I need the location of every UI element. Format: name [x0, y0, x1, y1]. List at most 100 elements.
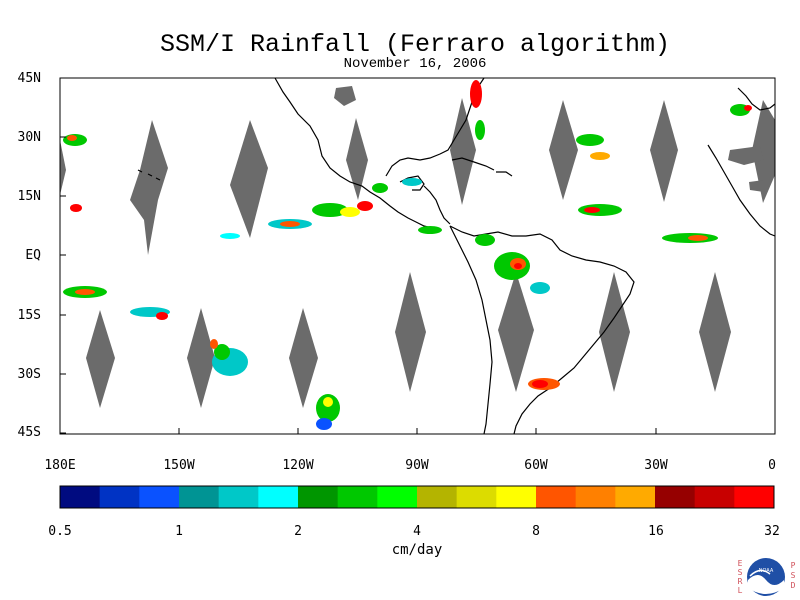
rain-cell [744, 105, 752, 111]
rain-cell [418, 226, 442, 234]
colorbar-cell [258, 486, 299, 508]
colorbar-tick: 32 [764, 524, 780, 539]
colorbar-cell [298, 486, 339, 508]
noaa-logo: E S R L P S D NOAA [738, 558, 796, 596]
colorbar-tick: 1 [175, 524, 183, 539]
lat-label: 45N [18, 71, 41, 86]
noaa-bird [749, 569, 771, 577]
no-data-swath [289, 308, 318, 408]
colorbar-cell [60, 486, 101, 508]
colorbar-cell [417, 486, 458, 508]
hawaii [137, 169, 161, 181]
longitude-axis: 180E 150W 120W 90W 60W 30W 0 [44, 428, 776, 473]
no-data-swath [187, 308, 215, 408]
rainfall-map: 45N 30N 15N EQ 15S 30S 45S 180E 150W 120… [18, 71, 780, 558]
lon-label: 30W [644, 458, 668, 473]
lon-label: 150W [163, 458, 194, 473]
rain-cell [372, 183, 388, 193]
rain-cell [220, 233, 240, 239]
rain-cell [316, 418, 332, 430]
colorbar-tick: 2 [294, 524, 302, 539]
no-data-swath [346, 118, 368, 200]
hispaniola [496, 171, 513, 177]
lat-label: EQ [25, 248, 41, 263]
rain-cell [316, 394, 340, 422]
no-data-swath [752, 100, 775, 203]
rain-cell [402, 178, 422, 186]
colorbar-frame [59, 485, 775, 509]
colorbar-cell [734, 486, 775, 508]
rain-cell [688, 235, 708, 241]
colorbar-tick: 0.5 [48, 524, 71, 539]
colorbar-cell [139, 486, 180, 508]
europe-coast [737, 87, 776, 111]
no-data-swath [699, 272, 731, 392]
no-data-swath [230, 120, 268, 238]
colorbar: 0.5 1 2 4 8 16 32 cm/day [48, 485, 780, 558]
logo-letter: E [738, 559, 743, 568]
rain-cell [156, 312, 168, 320]
no-data-swath [86, 310, 115, 408]
colorbar-cell [496, 486, 537, 508]
lat-label: 15N [18, 189, 41, 204]
colorbar-cell [536, 486, 577, 508]
chart-title: SSM/I Rainfall (Ferraro algorithm) [159, 30, 671, 59]
central-america [423, 185, 451, 225]
colorbar-cell [655, 486, 696, 508]
lon-label: 180E [44, 458, 75, 473]
logo-letter: R [738, 577, 743, 586]
logo-letter: D [791, 581, 796, 590]
rain-cell [514, 263, 522, 269]
cuba [451, 157, 495, 171]
rain-cell [214, 344, 230, 360]
lat-label: 45S [18, 425, 41, 440]
rain-cell [357, 201, 373, 211]
colorbar-cell [337, 486, 378, 508]
rain-cell [67, 135, 77, 141]
rain-cell [475, 120, 485, 140]
noaa-text: NOAA [759, 568, 774, 574]
lat-label: 30S [18, 367, 41, 382]
lat-label: 30N [18, 130, 41, 145]
no-data-swath [728, 146, 764, 165]
noaa-wave [748, 575, 784, 594]
rain-cell [70, 204, 82, 212]
no-data-swath [650, 100, 678, 202]
colorbar-tick: 8 [532, 524, 540, 539]
colorbar-cell [615, 486, 656, 508]
no-data-swath [599, 272, 630, 392]
colorbar-tick: 16 [648, 524, 664, 539]
no-data-swath [130, 120, 168, 255]
logo-letter: S [791, 571, 796, 580]
logo-letter: L [738, 586, 743, 595]
rain-cell [532, 380, 548, 388]
lon-label: 90W [405, 458, 429, 473]
lon-label: 120W [282, 458, 313, 473]
rain-cell [312, 203, 348, 217]
lat-label: 15S [18, 308, 41, 323]
no-data-swath [60, 140, 66, 195]
rain-cell [280, 221, 300, 227]
rain-cell [590, 152, 610, 160]
rain-cell [584, 207, 600, 213]
colorbar-cell [575, 486, 616, 508]
rain-cell [576, 134, 604, 146]
colorbar-cells [60, 486, 775, 508]
logo-letter: S [738, 568, 743, 577]
colorbar-cell [99, 486, 140, 508]
rain-cell [475, 234, 495, 246]
rain-cell [323, 397, 333, 407]
colorbar-cell [694, 486, 735, 508]
no-data-swath [450, 98, 476, 205]
rain-cell [470, 80, 482, 108]
no-data-swath [498, 272, 534, 392]
coastlines [137, 77, 776, 435]
no-data-swath [395, 272, 426, 392]
chart-subtitle: November 16, 2006 [343, 56, 487, 72]
north-america-coast [274, 77, 433, 229]
rain-cell [75, 289, 95, 295]
colorbar-cell [377, 486, 418, 508]
colorbar-cell [179, 486, 220, 508]
precipitation-field [63, 80, 752, 430]
colorbar-unit-label: cm/day [392, 542, 443, 558]
